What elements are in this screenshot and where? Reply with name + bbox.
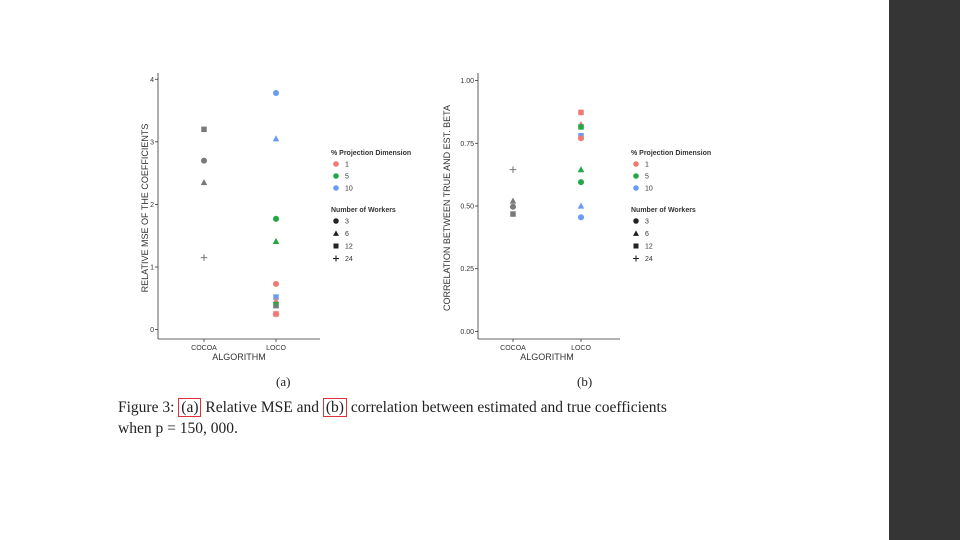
legend-color-title-a: % Projection Dimension — [331, 150, 411, 157]
point-b-8 — [577, 135, 585, 142]
legend-color-label-a-1: 5 — [345, 174, 349, 181]
point-a-5 — [272, 135, 280, 142]
point-a-1 — [200, 157, 208, 164]
point-a-9 — [273, 294, 279, 300]
legend-shape-label-a-2: 12 — [345, 244, 353, 251]
panel-label-a: (a) — [276, 374, 291, 389]
point-a-4 — [272, 90, 280, 97]
legend-shape-symbol-b-3 — [633, 255, 639, 262]
legend-color-swatch-b-1 — [633, 173, 639, 179]
legend-color-label-b-2: 10 — [645, 186, 653, 193]
y-tick-label-a-4: 4 — [150, 77, 154, 84]
point-b-12 — [577, 214, 585, 221]
x-tick-label-b-0: COCOA — [500, 345, 526, 352]
legend-color-label-b-1: 5 — [645, 174, 649, 181]
x-tick-label-a-0: COCOA — [191, 345, 217, 352]
legend-shape-symbol-a-0 — [333, 218, 339, 224]
point-a-2 — [200, 179, 208, 186]
y-axis-label-a: RELATIVE MSE OF THE COEFFICIENTS — [140, 124, 150, 293]
y-tick-label-b-1: 0.25 — [460, 266, 474, 273]
point-b-3 — [510, 211, 516, 217]
legend-color-label-a-2: 10 — [345, 186, 353, 193]
caption-line2: when p = 150, 000. — [118, 420, 238, 437]
caption-line1-rest: correlation between estimated and true c… — [346, 399, 667, 416]
legend-color-label-b-0: 1 — [645, 162, 649, 169]
caption-ref-b-link[interactable]: (b) — [322, 398, 347, 417]
legend-shape-symbol-b-0 — [633, 218, 639, 224]
x-axis-label-b: ALGORITHM — [520, 352, 574, 362]
panel-label-b: (b) — [577, 374, 593, 389]
legend-color-swatch-a-2 — [333, 185, 339, 191]
legend-shape-symbol-b-1 — [633, 230, 639, 236]
legend-shape-label-b-3: 24 — [645, 256, 653, 263]
x-axis-label-a: ALGORITHM — [212, 352, 266, 362]
point-a-7 — [272, 237, 280, 244]
point-b-9 — [577, 166, 585, 173]
legend-color-label-a-0: 1 — [345, 162, 349, 169]
point-a-3 — [200, 254, 208, 261]
y-tick-label-a-0: 0 — [150, 327, 154, 334]
caption-ref-a-link[interactable]: (a) — [178, 398, 202, 417]
x-tick-label-a-1: LOCO — [266, 345, 286, 352]
caption-middle: Relative MSE and — [201, 399, 323, 416]
legend-shape-title-a: Number of Workers — [331, 207, 396, 214]
y-tick-label-b-4: 1.00 — [460, 78, 474, 85]
right-sidebar-strip — [889, 0, 960, 540]
legend-shape-symbol-a-3 — [333, 255, 339, 262]
point-b-10 — [577, 179, 585, 186]
point-b-0 — [509, 166, 517, 173]
legend-shape-label-a-0: 3 — [345, 219, 349, 226]
point-b-2 — [509, 203, 517, 210]
legend-shape-label-a-1: 6 — [345, 231, 349, 238]
legend-shape-label-b-2: 12 — [645, 244, 653, 251]
y-tick-label-b-3: 0.75 — [460, 141, 474, 148]
y-tick-label-b-0: 0.00 — [460, 329, 474, 336]
point-a-8 — [272, 280, 280, 287]
legend-shape-symbol-a-1 — [333, 230, 339, 236]
point-b-4 — [578, 109, 584, 116]
legend-color-swatch-b-2 — [633, 185, 639, 191]
slide: 0 1 2 3 4 COCOA LOCO ALGORITHM RELATIVE MSE OF T… — [118, 73, 768, 439]
legend-color-swatch-a-0 — [333, 161, 339, 167]
x-tick-label-b-1: LOCO — [571, 345, 591, 352]
legend-shape-symbol-b-2 — [633, 243, 639, 249]
legend-color-title-b: % Projection Dimension — [631, 150, 711, 157]
legend-color-swatch-b-0 — [633, 161, 639, 167]
y-tick-label-a-1: 1 — [150, 265, 154, 272]
legend-shape-symbol-a-2 — [333, 243, 339, 249]
figure-caption: Figure 3: (a) Relative MSE and (b) corre… — [118, 397, 768, 439]
y-tick-label-a-3: 3 — [150, 139, 154, 146]
point-b-11 — [577, 202, 585, 209]
point-a-14 — [272, 310, 280, 318]
legend-shape-label-a-3: 24 — [345, 256, 353, 263]
point-b-1 — [509, 197, 517, 204]
legend-shape-label-b-0: 3 — [645, 219, 649, 226]
point-a-6 — [272, 215, 280, 222]
legend-shape-title-b: Number of Workers — [631, 207, 696, 214]
legend-shape-label-b-1: 6 — [645, 231, 649, 238]
point-a-0 — [201, 126, 207, 133]
point-b-6 — [578, 124, 584, 130]
y-axis-label-b: CORRELATION BETWEEN TRUE AND EST. BETA — [442, 105, 452, 311]
caption-prefix: Figure 3: — [118, 399, 179, 416]
point-a-12 — [272, 302, 280, 309]
legend-color-swatch-a-1 — [333, 173, 339, 179]
y-tick-label-a-2: 2 — [150, 202, 154, 209]
y-tick-label-b-2: 0.50 — [460, 204, 474, 211]
